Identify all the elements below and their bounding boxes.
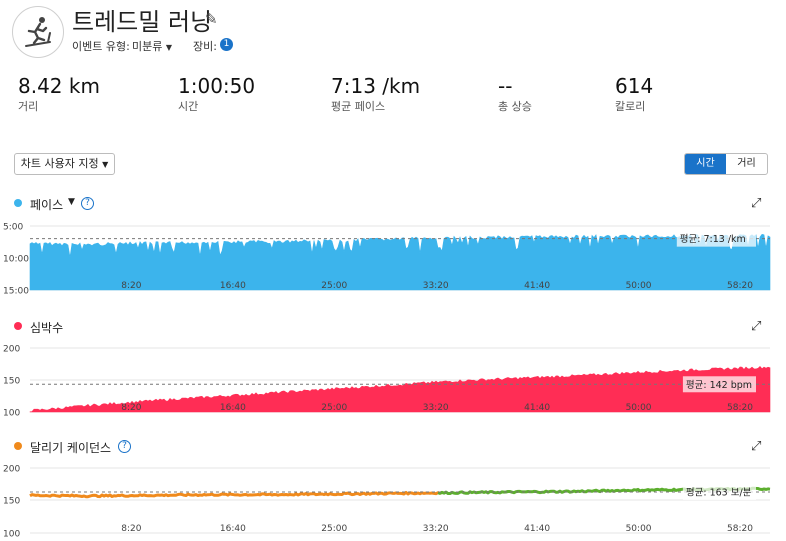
x-tick-label: 16:40 bbox=[220, 403, 246, 413]
pace-series-area bbox=[29, 233, 771, 291]
x-tick-label: 50:00 bbox=[626, 403, 652, 413]
x-tick-label: 25:00 bbox=[321, 403, 347, 413]
average-label-box bbox=[676, 230, 756, 247]
heart-rate-expand-icon[interactable]: ⤢ bbox=[751, 319, 762, 334]
y-tick-label: 100 bbox=[3, 530, 20, 540]
stat-pace-label: 평균 페이스 bbox=[331, 100, 386, 113]
x-tick-label: 50:00 bbox=[626, 524, 652, 534]
x-tick-label: 25:00 bbox=[321, 281, 347, 291]
event-type-label: 이벤트 유형: bbox=[72, 40, 130, 53]
page-title: 트레드밀 러닝 bbox=[72, 8, 213, 36]
average-label: 평균: 163 보/분 bbox=[686, 488, 752, 499]
cadence-chart: 200 150 100 8:20 16:40 25:00 33:20 41:40 50:00 58… bbox=[3, 465, 771, 540]
y-tick-label: 15:00 bbox=[3, 287, 29, 295]
heart-rate-chart: 200 150 100 8:20 16:40 25:00 33:20 41:40 50:00 58… bbox=[3, 345, 771, 417]
cadence-title: 달리기 케이던스 bbox=[30, 441, 112, 455]
heart-rate-series-area bbox=[29, 365, 771, 413]
event-type-value: 미분류 bbox=[132, 40, 163, 53]
average-label: 평균: 142 bpm bbox=[686, 380, 752, 391]
activity-avatar bbox=[12, 6, 64, 58]
pace-expand-icon[interactable]: ⤢ bbox=[751, 196, 762, 211]
heart-rate-title: 심박수 bbox=[30, 321, 64, 335]
toggle-distance-button[interactable]: 거리 bbox=[737, 158, 756, 169]
x-tick-label: 41:40 bbox=[524, 403, 550, 413]
x-tick-label: 33:20 bbox=[423, 281, 449, 291]
average-label-box bbox=[682, 484, 756, 501]
cadence-expand-icon[interactable]: ⤢ bbox=[751, 439, 762, 454]
stat-time-value: 1:00:50 bbox=[178, 74, 256, 98]
average-label-box bbox=[682, 376, 756, 393]
x-tick-label: 41:40 bbox=[524, 281, 550, 291]
pace-dropdown-caret-icon[interactable]: ▼ bbox=[68, 197, 75, 207]
stat-ascent-value: -- bbox=[498, 74, 513, 98]
equipment-count-badge[interactable]: 1 bbox=[220, 38, 233, 51]
x-tick-label: 50:00 bbox=[626, 281, 652, 291]
customize-chart-label: 차트 사용자 지정 bbox=[20, 157, 99, 170]
x-tick-label: 41:40 bbox=[524, 524, 550, 534]
heart-rate-legend-dot bbox=[14, 322, 22, 330]
event-type-dropdown[interactable]: 미분류 ▼ bbox=[132, 38, 172, 54]
axis-toggle: 시간 거리 bbox=[684, 153, 768, 175]
y-tick-label: 200 bbox=[3, 465, 20, 475]
x-tick-label: 25:00 bbox=[321, 524, 347, 534]
y-tick-label: 10:00 bbox=[3, 255, 29, 265]
stat-distance-value: 8.42 km bbox=[18, 74, 100, 98]
treadmill-runner-icon bbox=[25, 17, 51, 47]
y-tick-label: 5:00 bbox=[3, 223, 23, 233]
x-tick-label: 8:20 bbox=[121, 524, 141, 534]
average-label: 평균: 7:13 /km bbox=[680, 234, 746, 245]
x-tick-label: 16:40 bbox=[220, 281, 246, 291]
pace-title: 페이스 bbox=[30, 198, 64, 212]
customize-chart-button[interactable]: 차트 사용자 지정 ▼ bbox=[14, 153, 115, 175]
pace-help-icon[interactable]: ? bbox=[81, 197, 94, 210]
x-tick-label: 8:20 bbox=[121, 281, 141, 291]
caret-down-icon: ▼ bbox=[102, 160, 109, 169]
stat-time-label: 시간 bbox=[178, 100, 199, 113]
stat-ascent-label: 총 상승 bbox=[498, 100, 532, 113]
x-tick-label: 33:20 bbox=[423, 524, 449, 534]
y-tick-label: 100 bbox=[3, 409, 20, 417]
stat-pace-value: 7:13 /km bbox=[331, 74, 421, 98]
y-tick-label: 150 bbox=[3, 377, 20, 387]
x-tick-label: 33:20 bbox=[423, 403, 449, 413]
x-tick-label: 58:20 bbox=[727, 524, 753, 534]
cadence-help-icon[interactable]: ? bbox=[118, 440, 131, 453]
stat-calories-label: 칼로리 bbox=[615, 100, 646, 113]
pace-chart: 5:00 10:00 15:00 8:20 16:40 25:00 33:20 41:40 50… bbox=[3, 223, 771, 295]
stat-distance-label: 거리 bbox=[18, 100, 39, 113]
x-tick-label: 16:40 bbox=[220, 524, 246, 534]
x-tick-label: 58:20 bbox=[727, 281, 753, 291]
edit-pencil-icon[interactable]: ✎ bbox=[205, 10, 218, 28]
cadence-legend-dot bbox=[14, 442, 22, 450]
toggle-time-button[interactable]: 시간 bbox=[685, 154, 726, 174]
equipment-label: 장비: bbox=[193, 40, 217, 53]
cadence-series-line-orange bbox=[29, 490, 443, 499]
y-tick-label: 150 bbox=[3, 497, 20, 507]
x-tick-label: 8:20 bbox=[121, 403, 141, 413]
caret-down-icon: ▼ bbox=[165, 43, 173, 52]
stat-calories-value: 614 bbox=[615, 74, 654, 98]
pace-legend-dot bbox=[14, 199, 22, 207]
y-tick-label: 200 bbox=[3, 345, 20, 355]
x-tick-label: 58:20 bbox=[727, 403, 753, 413]
